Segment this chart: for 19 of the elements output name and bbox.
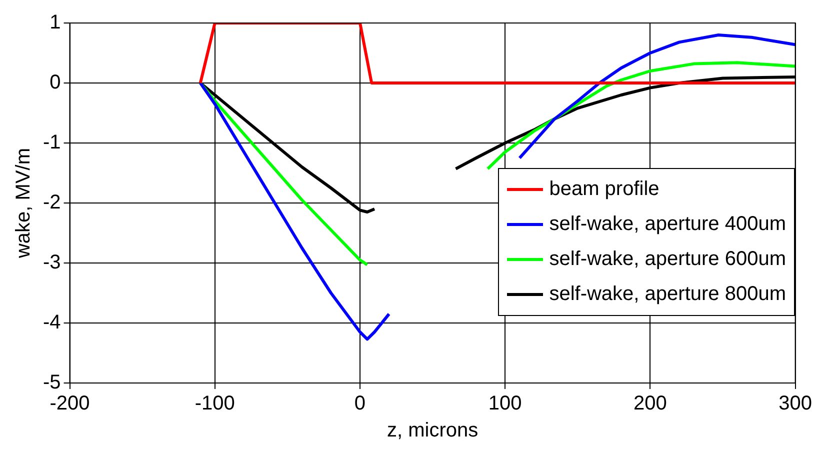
x-tick-label: -200 [50, 392, 90, 415]
y-tick-label: -3 [42, 252, 61, 274]
y-tick-label: -5 [42, 372, 61, 394]
legend-label: self-wake, aperture 800um [549, 282, 786, 307]
legend-label: self-wake, aperture 400um [549, 212, 786, 237]
x-tick-label: 200 [634, 392, 667, 415]
x-tick-label: 300 [778, 392, 812, 415]
legend-label: self-wake, aperture 600um [549, 247, 786, 272]
y-axis-title: wake, MV/m [12, 148, 35, 260]
x-tick-label: 0 [354, 392, 366, 415]
y-tick-label: -1 [42, 132, 61, 154]
x-tick-label: 100 [488, 392, 522, 415]
y-tick-label: -4 [42, 312, 61, 334]
y-tick-label: -2 [42, 192, 61, 214]
y-tick-label: 0 [50, 72, 61, 94]
x-axis-title: z, microns [386, 420, 478, 442]
x-tick-label: -100 [194, 392, 235, 415]
y-tick-label: 1 [50, 12, 61, 34]
legend-label: beam profile [549, 177, 660, 202]
